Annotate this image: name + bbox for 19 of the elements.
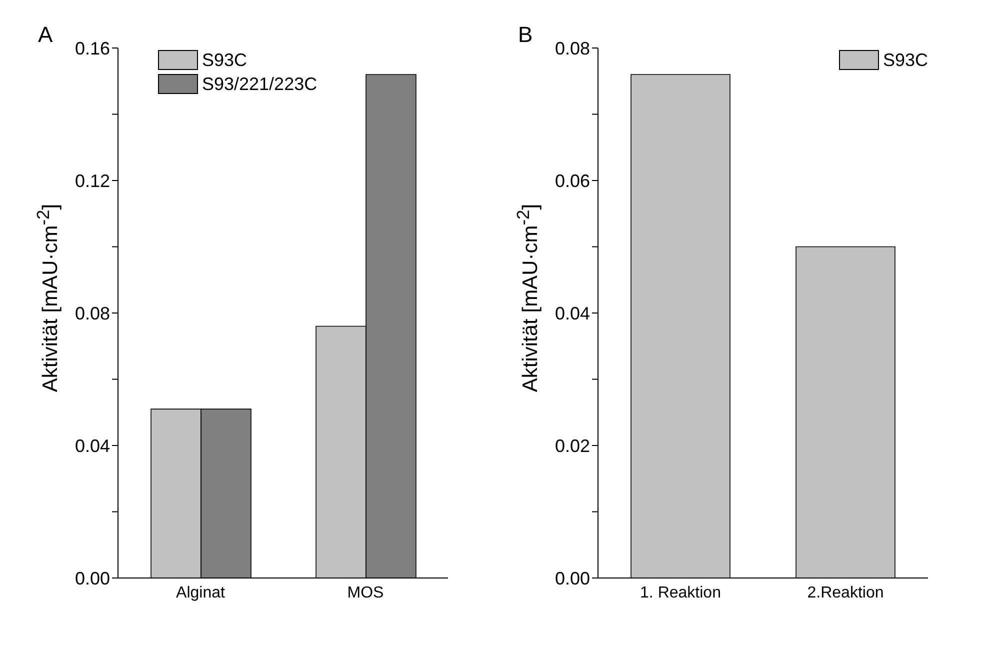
y-tick-label: 0.06 — [554, 170, 590, 191]
legend-label: S93C — [882, 50, 928, 70]
x-tick-label: 2.Reaktion — [807, 584, 884, 602]
y-tick-label: 0.00 — [74, 568, 110, 588]
x-tick-label: 1. Reaktion — [640, 584, 721, 602]
x-tick-label: MOS — [347, 584, 384, 602]
y-tick-label: 0.02 — [554, 436, 590, 456]
y-tick-label: 0.00 — [554, 568, 590, 588]
legend-label: S93/221/223C — [202, 74, 318, 94]
chart-title: A — [38, 22, 53, 48]
y-tick-label: 0.04 — [554, 303, 590, 324]
y-tick-label: 0.12 — [74, 170, 110, 191]
x-tick-label: Alginat — [176, 584, 226, 602]
chart-title: B — [518, 22, 533, 48]
y-tick-label: 0.04 — [74, 436, 110, 456]
legend-label: S93C — [202, 50, 248, 70]
y-tick-label: 0.08 — [74, 303, 110, 324]
y-tick-label: 0.08 — [554, 38, 590, 58]
y-tick-label: 0.16 — [74, 38, 110, 58]
